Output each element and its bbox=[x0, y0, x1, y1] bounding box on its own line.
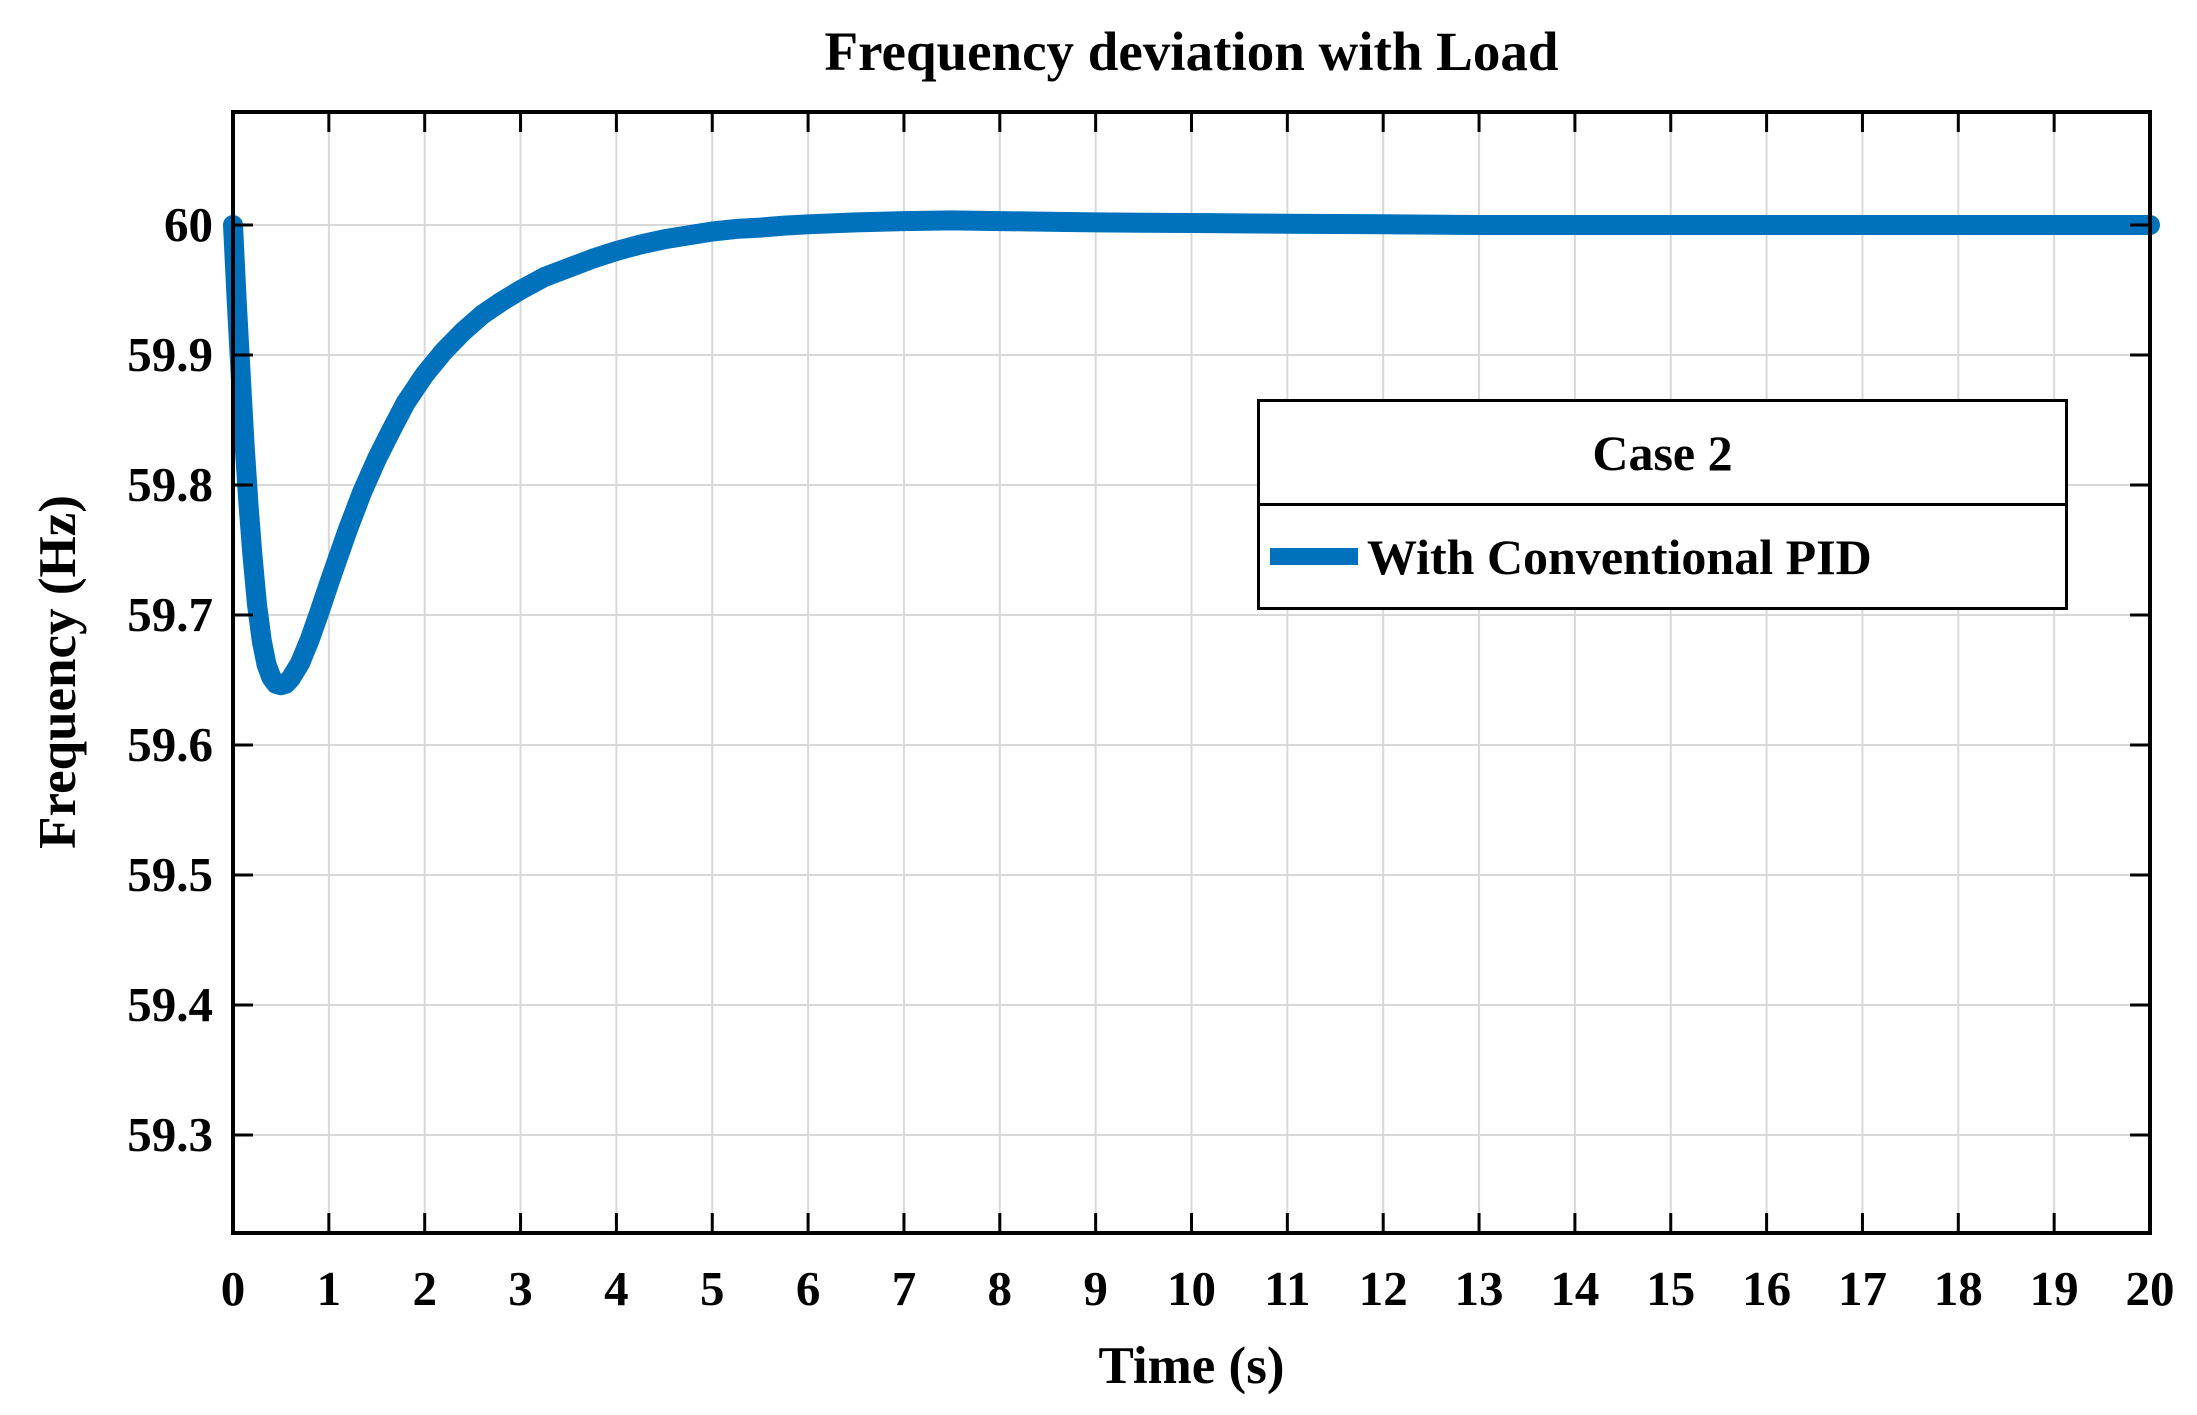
axes-box bbox=[231, 110, 2152, 1235]
y-tick-label: 59.7 bbox=[127, 586, 213, 642]
x-tick-label: 1 bbox=[316, 1261, 342, 1316]
y-tick-label: 59.5 bbox=[127, 846, 213, 902]
x-tick-label: 7 bbox=[891, 1261, 917, 1316]
x-tick-label: 9 bbox=[1083, 1261, 1108, 1316]
x-tick-label: 13 bbox=[1454, 1261, 1504, 1316]
y-tick-label: 59.3 bbox=[127, 1106, 213, 1162]
x-tick-label: 17 bbox=[1837, 1261, 1887, 1316]
x-tick-label: 15 bbox=[1646, 1261, 1696, 1316]
y-tick-label: 59.8 bbox=[127, 456, 213, 512]
x-tick-label: 8 bbox=[987, 1261, 1013, 1316]
y-tick-label: 59.9 bbox=[127, 326, 213, 382]
x-tick-label: 20 bbox=[2125, 1261, 2175, 1316]
legend-title: Case 2 bbox=[1260, 402, 2065, 506]
y-tick-label: 59.6 bbox=[127, 716, 213, 772]
chart-title: Frequency deviation with Load bbox=[824, 21, 1559, 82]
x-tick-label: 18 bbox=[1933, 1261, 1983, 1316]
x-tick-label: 2 bbox=[412, 1261, 437, 1316]
x-tick-label: 11 bbox=[1264, 1261, 1311, 1316]
x-tick-label: 6 bbox=[795, 1261, 821, 1316]
x-tick-label: 16 bbox=[1742, 1261, 1792, 1316]
series-line bbox=[223, 210, 2160, 696]
y-tick-label: 60 bbox=[164, 196, 213, 252]
x-tick-label: 10 bbox=[1167, 1261, 1216, 1316]
x-tick-label: 14 bbox=[1550, 1261, 1600, 1316]
x-tick-label: 19 bbox=[2029, 1261, 2079, 1316]
x-tick-label: 3 bbox=[508, 1261, 533, 1316]
legend-entry-label: With Conventional PID bbox=[1367, 528, 1872, 585]
x-tick-label: 4 bbox=[604, 1261, 629, 1316]
legend-line-swatch bbox=[1270, 548, 1358, 565]
x-tick-label: 12 bbox=[1358, 1261, 1408, 1316]
x-axis-label: Time (s) bbox=[1098, 1337, 1285, 1395]
legend-entry: With Conventional PID bbox=[1260, 506, 2065, 607]
y-tick-label: 59.4 bbox=[127, 976, 213, 1032]
legend: Case 2 With Conventional PID bbox=[1257, 399, 2068, 610]
x-tick-label: 0 bbox=[220, 1261, 246, 1316]
x-tick-label: 5 bbox=[700, 1261, 725, 1316]
